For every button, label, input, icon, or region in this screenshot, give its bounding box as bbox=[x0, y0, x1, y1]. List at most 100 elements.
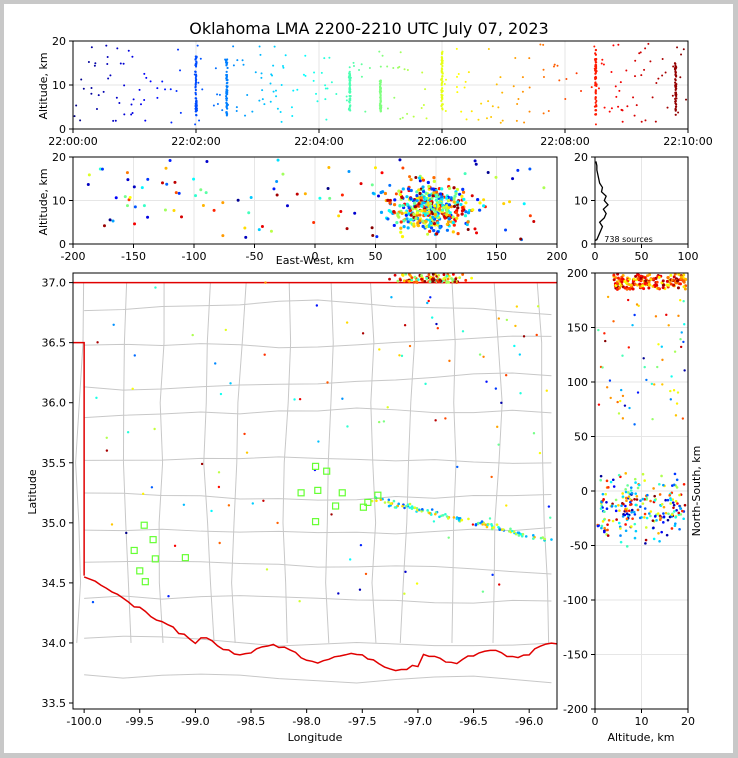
source-point bbox=[594, 82, 597, 85]
source-point bbox=[639, 505, 642, 509]
source-point bbox=[674, 70, 677, 73]
source-point bbox=[496, 425, 499, 429]
source-point bbox=[194, 123, 197, 126]
source-point bbox=[670, 527, 674, 530]
source-point bbox=[495, 523, 499, 526]
source-point bbox=[111, 219, 115, 223]
source-point bbox=[422, 103, 425, 106]
source-point bbox=[254, 71, 257, 74]
source-point bbox=[471, 523, 475, 526]
source-point bbox=[292, 89, 295, 92]
source-point bbox=[625, 517, 629, 521]
source-point bbox=[383, 191, 388, 196]
source-point bbox=[225, 70, 228, 73]
source-point bbox=[432, 179, 436, 183]
x-tick-label: -97.0 bbox=[404, 715, 432, 728]
source-point bbox=[454, 277, 458, 281]
source-point bbox=[370, 226, 374, 230]
source-point bbox=[511, 177, 515, 181]
source-point bbox=[400, 211, 404, 216]
source-point bbox=[460, 194, 464, 198]
source-point bbox=[621, 515, 625, 518]
source-point bbox=[192, 177, 196, 181]
source-point bbox=[126, 178, 130, 182]
source-point bbox=[75, 104, 78, 107]
source-point bbox=[634, 529, 638, 533]
x-tick-label: 22:04:00 bbox=[294, 135, 343, 148]
x-tick-label: 0 bbox=[592, 250, 599, 263]
source-point bbox=[486, 170, 490, 174]
source-point bbox=[672, 275, 676, 279]
source-point bbox=[617, 412, 621, 415]
source-point bbox=[674, 113, 677, 116]
source-point bbox=[105, 449, 109, 452]
source-point bbox=[226, 107, 229, 110]
source-point bbox=[644, 542, 647, 545]
source-point bbox=[273, 45, 276, 48]
source-point bbox=[412, 115, 415, 118]
source-point bbox=[107, 77, 110, 80]
source-point bbox=[90, 92, 93, 95]
source-point bbox=[639, 274, 643, 278]
source-point bbox=[532, 537, 535, 540]
source-point bbox=[664, 511, 668, 515]
source-point bbox=[517, 98, 520, 101]
x-tick-label: 22:02:00 bbox=[171, 135, 220, 148]
source-point bbox=[91, 600, 95, 604]
source-point bbox=[154, 286, 157, 289]
source-point bbox=[655, 283, 659, 287]
source-point bbox=[621, 417, 625, 420]
source-point bbox=[427, 273, 431, 277]
source-point bbox=[433, 204, 437, 208]
source-point bbox=[218, 541, 221, 545]
x-tick-label: 22:08:00 bbox=[540, 135, 589, 148]
source-point bbox=[412, 201, 417, 205]
source-point bbox=[149, 80, 152, 83]
source-point bbox=[379, 104, 382, 107]
source-point bbox=[487, 48, 490, 51]
source-point bbox=[408, 344, 412, 348]
source-point bbox=[432, 222, 437, 226]
source-point bbox=[448, 359, 451, 363]
source-point bbox=[417, 202, 421, 206]
source-point bbox=[646, 493, 649, 497]
source-point bbox=[542, 43, 545, 46]
source-point bbox=[337, 214, 341, 218]
y-tick-label: 0 bbox=[581, 485, 588, 498]
source-point bbox=[441, 75, 444, 78]
y-tick-label: 35.0 bbox=[42, 517, 67, 530]
source-point bbox=[327, 165, 331, 169]
source-point bbox=[660, 345, 664, 348]
source-point bbox=[241, 59, 244, 62]
source-point bbox=[420, 274, 423, 277]
source-point bbox=[320, 71, 323, 74]
county-boundary bbox=[84, 335, 552, 349]
source-point bbox=[501, 119, 504, 122]
source-point bbox=[627, 514, 630, 518]
source-point bbox=[456, 91, 459, 94]
source-point bbox=[594, 123, 597, 126]
source-point bbox=[644, 526, 648, 529]
source-point bbox=[403, 506, 406, 510]
source-point bbox=[431, 194, 435, 198]
source-point bbox=[685, 98, 688, 101]
source-point bbox=[276, 107, 279, 110]
source-point bbox=[672, 283, 676, 287]
source-point bbox=[454, 191, 458, 196]
source-point bbox=[382, 420, 386, 423]
source-point bbox=[516, 102, 519, 105]
source-point bbox=[458, 276, 462, 279]
source-point bbox=[616, 400, 619, 404]
source-point bbox=[442, 277, 446, 281]
source-point bbox=[658, 518, 662, 522]
x-tick-label: -150 bbox=[121, 250, 146, 263]
source-point bbox=[501, 91, 504, 94]
source-point bbox=[461, 190, 466, 194]
source-point bbox=[672, 389, 676, 392]
source-point bbox=[513, 344, 516, 348]
source-point bbox=[281, 172, 285, 176]
source-point bbox=[131, 387, 134, 390]
source-point bbox=[440, 96, 443, 99]
source-point bbox=[622, 502, 625, 506]
source-point bbox=[105, 436, 108, 440]
